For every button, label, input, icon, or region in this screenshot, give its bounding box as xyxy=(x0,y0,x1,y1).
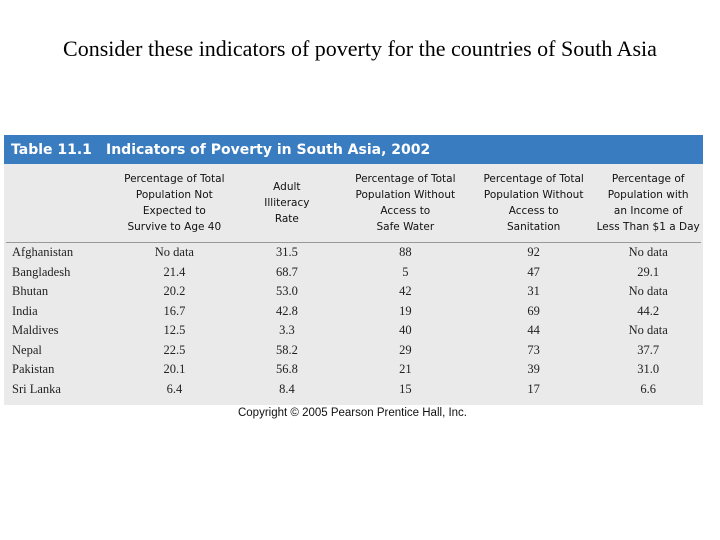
header-illiteracy: Adult Illiteracy Rate xyxy=(264,181,310,225)
country-cell: Pakistan xyxy=(12,362,55,377)
poverty-table: Table 11.1 Indicators of Poverty in Sout… xyxy=(4,135,703,405)
country-cell: India xyxy=(12,303,38,318)
value-cell: No data xyxy=(628,245,668,260)
value-cell: 20.1 xyxy=(163,362,186,377)
value-cell: 31 xyxy=(527,284,540,299)
value-cell: 39 xyxy=(527,362,540,377)
value-cell: No data xyxy=(628,323,668,338)
value-cell: 5 xyxy=(402,264,409,279)
value-cell: 92 xyxy=(527,245,540,260)
table-header-row: Percentage of Total Population Not Expecte… xyxy=(6,164,701,243)
value-cell: 53.0 xyxy=(275,284,298,299)
value-cell: 17 xyxy=(527,381,540,396)
value-cell: 15 xyxy=(399,381,412,396)
value-cell: 42.8 xyxy=(275,303,298,318)
table-title-bar: Table 11.1 Indicators of Poverty in Sout… xyxy=(4,135,703,164)
table-row: Bhutan 20.2 53.0 42 31 No data xyxy=(6,282,701,302)
value-cell: 8.4 xyxy=(279,381,295,396)
header-sanitation: Percentage of Total Population Without Acc… xyxy=(483,173,584,233)
value-cell: No data xyxy=(628,284,668,299)
value-cell: 68.7 xyxy=(275,264,298,279)
table-row: Maldives 12.5 3.3 40 44 No data xyxy=(6,321,701,341)
value-cell: 6.4 xyxy=(166,381,183,396)
value-cell: 58.2 xyxy=(275,342,298,357)
value-cell: 6.6 xyxy=(640,381,656,396)
value-cell: 12.5 xyxy=(163,323,186,338)
table-row: Bangladesh 21.4 68.7 5 47 29.1 xyxy=(6,263,701,283)
value-cell: 69 xyxy=(527,303,540,318)
slide-heading: Consider these indicators of poverty for… xyxy=(63,36,657,61)
value-cell: 40 xyxy=(399,323,412,338)
value-cell: 31.5 xyxy=(275,245,298,260)
table-row: Sri Lanka 6.4 8.4 15 17 6.6 xyxy=(6,380,701,400)
value-cell: 20.2 xyxy=(163,284,186,299)
value-cell: No data xyxy=(154,245,194,260)
value-cell: 44.2 xyxy=(637,303,660,318)
country-cell: Maldives xyxy=(12,323,59,338)
table-title: Indicators of Poverty in South Asia, 200… xyxy=(106,141,431,158)
header-income: Percentage of Population with an Income of… xyxy=(596,173,700,233)
table-row: India 16.7 42.8 19 69 44.2 xyxy=(6,302,701,322)
value-cell: 22.5 xyxy=(163,342,186,357)
table-row: Pakistan 20.1 56.8 21 39 31.0 xyxy=(6,360,701,380)
table-row: Nepal 22.5 58.2 29 73 37.7 xyxy=(6,341,701,361)
value-cell: 21 xyxy=(399,362,412,377)
value-cell: 19 xyxy=(399,303,412,318)
value-cell: 44 xyxy=(527,323,540,338)
country-cell: Bangladesh xyxy=(12,264,71,279)
value-cell: 21.4 xyxy=(163,264,186,279)
value-cell: 16.7 xyxy=(163,303,186,318)
country-cell: Sri Lanka xyxy=(12,381,61,396)
country-cell: Bhutan xyxy=(12,284,49,299)
value-cell: 29.1 xyxy=(637,264,660,279)
value-cell: 3.3 xyxy=(279,323,295,338)
header-safe-water: Percentage of Total Population Without Acc… xyxy=(355,173,456,233)
value-cell: 42 xyxy=(399,284,412,299)
copyright-notice: Copyright © 2005 Pearson Prentice Hall, … xyxy=(237,407,467,419)
value-cell: 56.8 xyxy=(275,362,298,377)
value-cell: 29 xyxy=(399,342,412,357)
table-row: Afghanistan No data 31.5 88 92 No data xyxy=(6,243,701,263)
table-body: Percentage of Total Population Not Expecte… xyxy=(4,164,703,405)
header-survival: Percentage of Total Population Not Expecte… xyxy=(124,173,225,233)
country-cell: Afghanistan xyxy=(12,245,74,260)
value-cell: 47 xyxy=(527,264,540,279)
table-rows: Afghanistan No data 31.5 88 92 No data Banglad… xyxy=(4,243,703,399)
value-cell: 31.0 xyxy=(637,362,660,377)
value-cell: 88 xyxy=(399,245,412,260)
value-cell: 37.7 xyxy=(637,342,660,357)
country-cell: Nepal xyxy=(12,342,42,357)
table-number: Table 11.1 xyxy=(11,141,92,158)
value-cell: 73 xyxy=(527,342,540,357)
